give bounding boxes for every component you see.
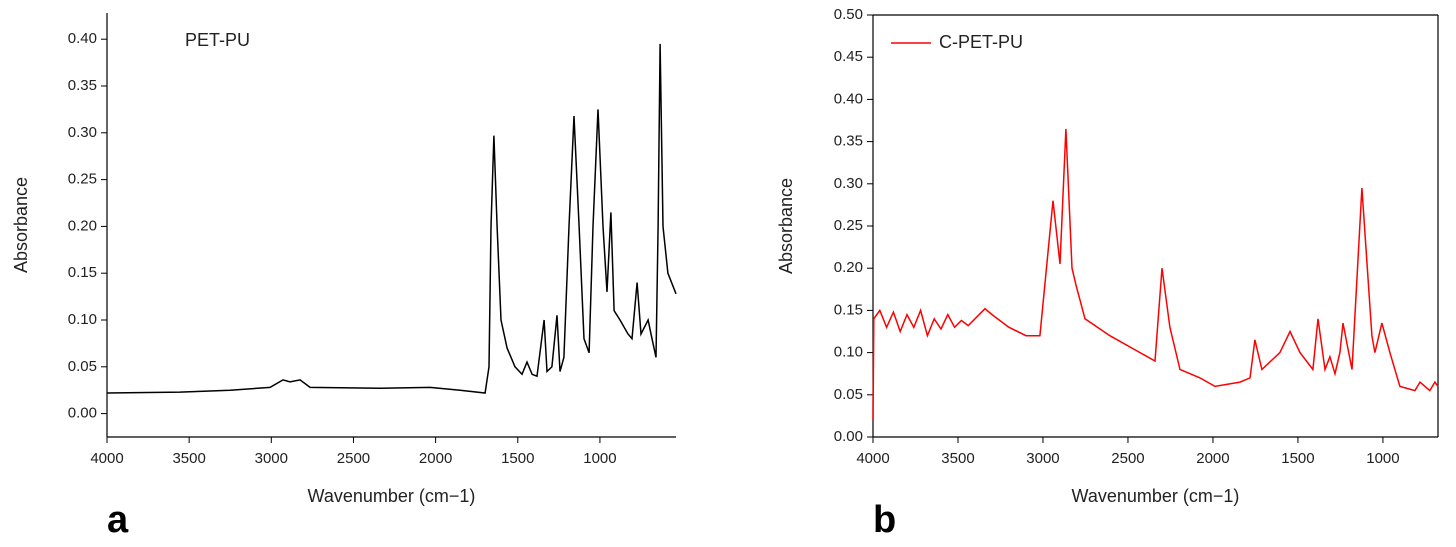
y-tick-label: 0.15 xyxy=(68,264,97,281)
x-tick-label: 1000 xyxy=(583,450,616,467)
x-tick-label: 1500 xyxy=(501,450,534,467)
x-tick-label: 3000 xyxy=(255,450,288,467)
x-tick-label: 2000 xyxy=(1196,450,1229,467)
y-tick-label: 0.20 xyxy=(68,217,97,234)
y-tick-label: 0.25 xyxy=(68,171,97,188)
y-tick-label: 0.35 xyxy=(834,133,863,150)
legend-label: C-PET-PU xyxy=(939,32,1023,52)
x-tick-label: 3000 xyxy=(1026,450,1059,467)
x-tick-label: 3500 xyxy=(172,450,205,467)
y-tick-label: 0.00 xyxy=(834,428,863,445)
x-axis-title: Wavenumber (cm−1) xyxy=(1072,486,1240,506)
spectrum-line xyxy=(872,128,1439,421)
y-axis-title: Absorbance xyxy=(776,178,796,274)
y-tick-label: 0.10 xyxy=(68,311,97,328)
y-tick-label: 0.45 xyxy=(834,48,863,65)
y-tick-label: 0.35 xyxy=(68,77,97,94)
y-tick-label: 0.40 xyxy=(68,30,97,47)
y-tick-label: 0.40 xyxy=(834,90,863,107)
y-tick-label: 0.00 xyxy=(68,405,97,422)
y-tick-label: 0.05 xyxy=(834,386,863,403)
x-tick-label: 4000 xyxy=(90,450,123,467)
y-tick-label: 0.05 xyxy=(68,358,97,375)
x-tick-label: 2500 xyxy=(1111,450,1144,467)
x-axis-title: Wavenumber (cm−1) xyxy=(308,486,476,506)
x-tick-label: 2000 xyxy=(419,450,452,467)
y-tick-label: 0.25 xyxy=(834,217,863,234)
y-tick-label: 0.15 xyxy=(834,301,863,318)
y-tick-label: 0.30 xyxy=(834,175,863,192)
x-tick-label: 4000 xyxy=(856,450,889,467)
legend-label: PET-PU xyxy=(185,30,250,50)
x-tick-label: 3500 xyxy=(941,450,974,467)
x-tick-label: 1500 xyxy=(1281,450,1314,467)
panel-label: b xyxy=(873,499,896,541)
y-tick-label: 0.10 xyxy=(834,344,863,361)
x-tick-label: 1000 xyxy=(1366,450,1399,467)
y-axis-title: Absorbance xyxy=(11,177,31,273)
panel-label: a xyxy=(107,499,129,541)
y-tick-label: 0.30 xyxy=(68,124,97,141)
x-tick-label: 2500 xyxy=(337,450,370,467)
y-tick-label: 0.20 xyxy=(834,259,863,276)
spectrum-line xyxy=(106,43,677,394)
y-tick-label: 0.50 xyxy=(834,6,863,23)
